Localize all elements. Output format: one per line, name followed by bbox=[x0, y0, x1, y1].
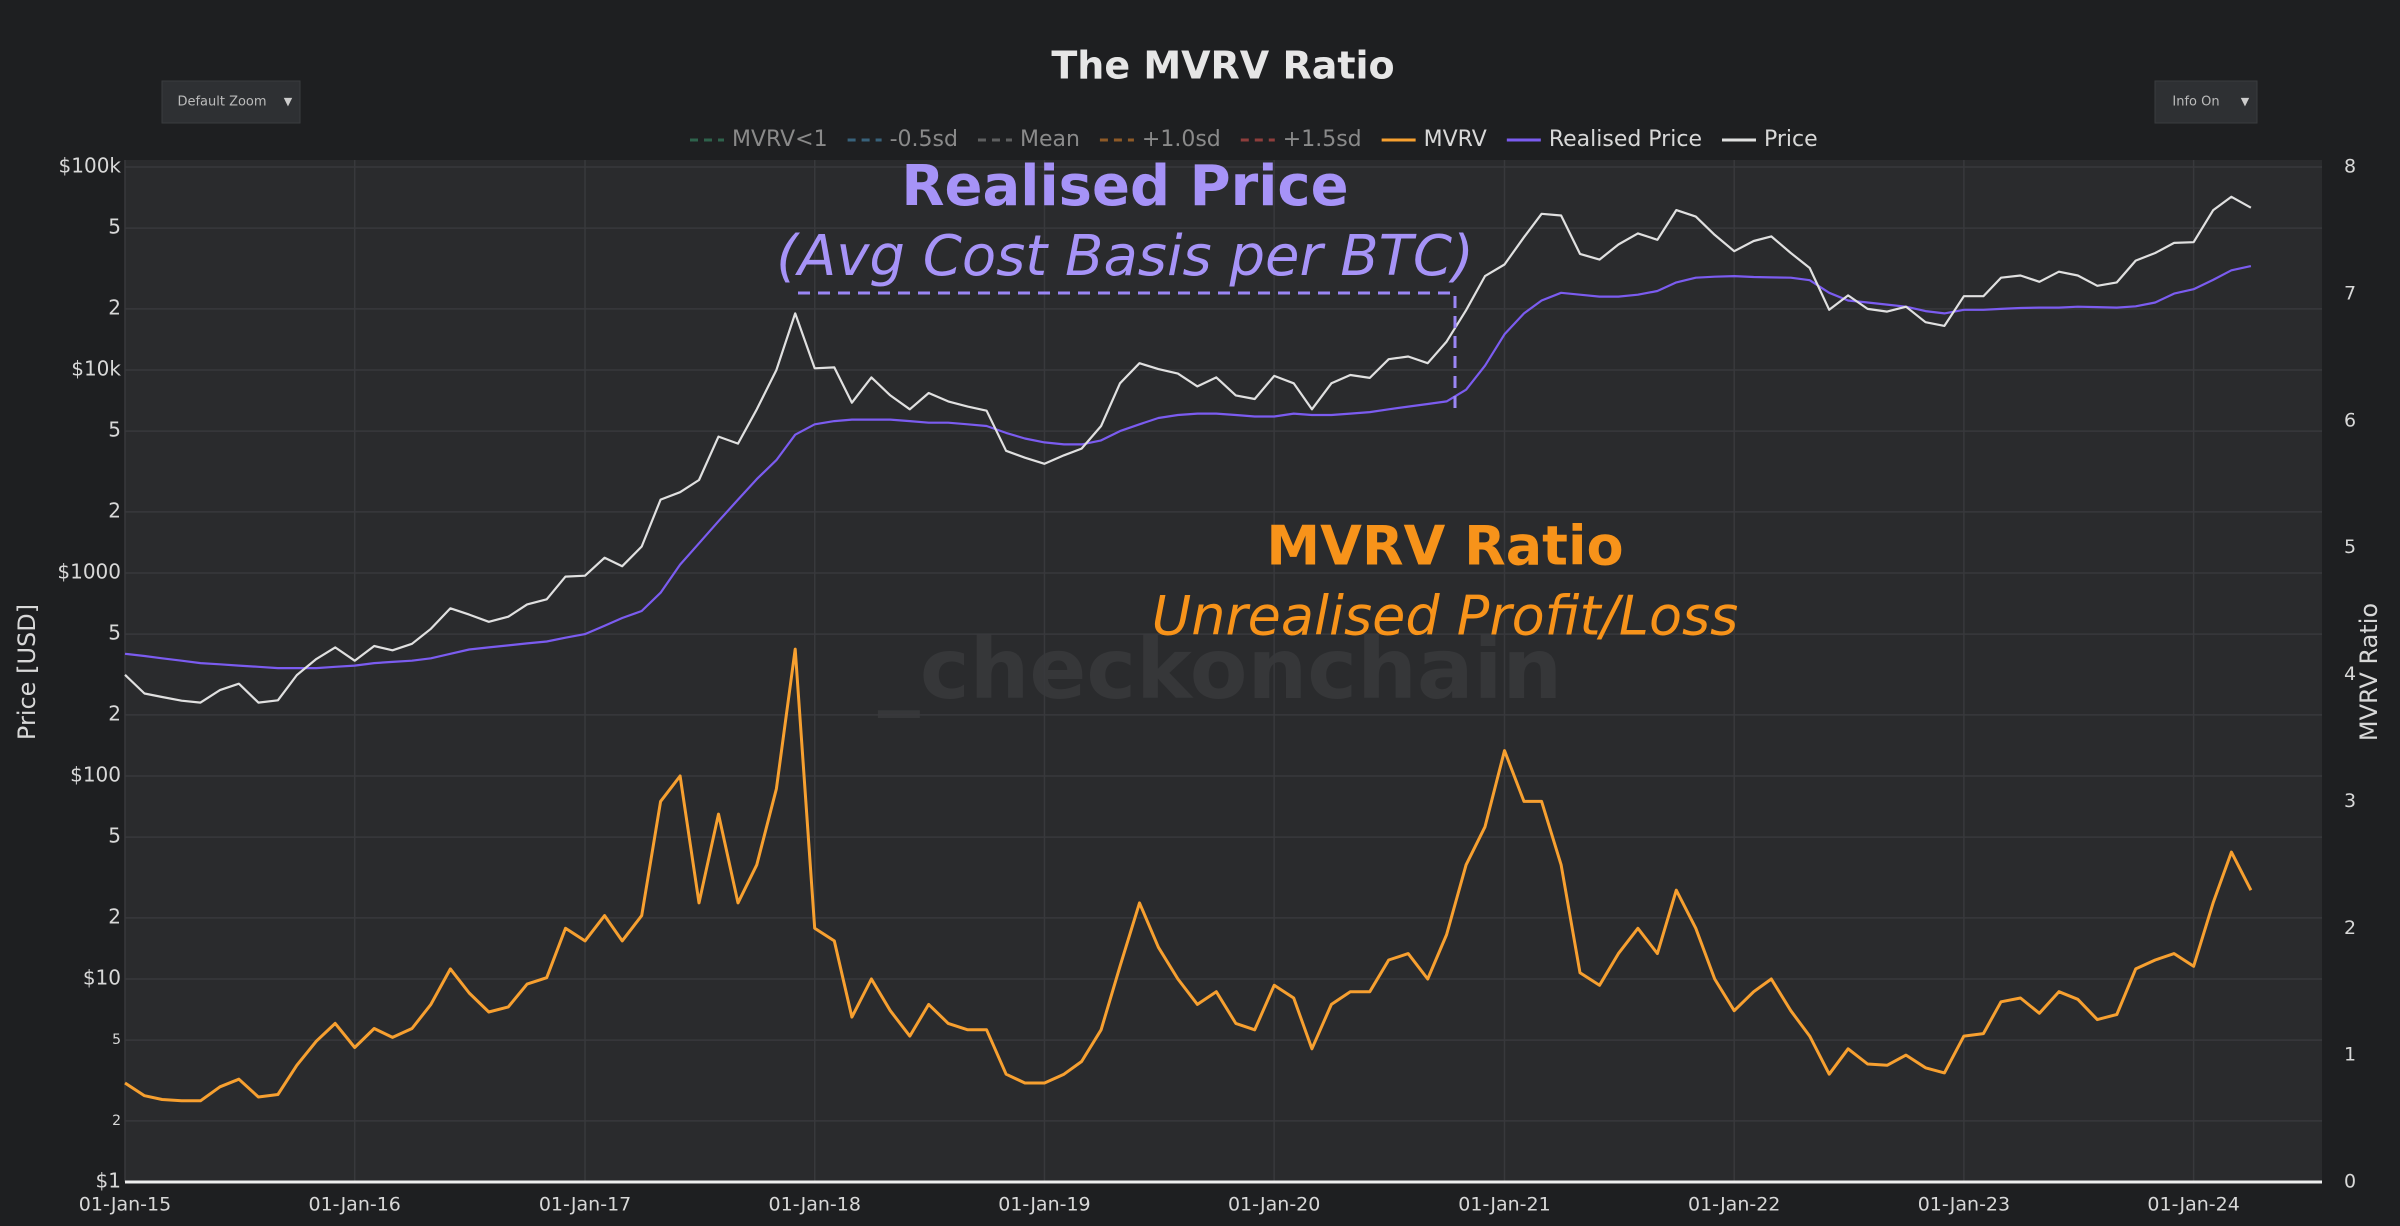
y2-tick-label: 6 bbox=[2344, 409, 2356, 431]
y-tick-label: $1000 bbox=[57, 560, 121, 584]
x-tick-label: 01-Jan-18 bbox=[769, 1194, 861, 1216]
legend-item[interactable]: +1.0sd bbox=[1099, 127, 1221, 152]
y2-axis-title: MVRV Ratio bbox=[2355, 603, 2383, 741]
zoom-button-box[interactable] bbox=[161, 80, 301, 124]
y2-tick-label: 1 bbox=[2344, 1044, 2356, 1066]
watermark: _checkonchain bbox=[878, 620, 1562, 718]
legend-item[interactable]: MVRV<1 bbox=[690, 127, 828, 152]
annotation: Unrealised Profit/Loss bbox=[1152, 585, 1739, 648]
x-tick-label: 01-Jan-20 bbox=[1228, 1194, 1320, 1216]
x-tick-label: 01-Jan-19 bbox=[998, 1194, 1090, 1216]
legend-label: -0.5sd bbox=[890, 127, 958, 152]
zoom-button[interactable]: Default Zoom ▼ bbox=[161, 80, 301, 124]
legend-item[interactable]: Mean bbox=[977, 127, 1080, 152]
legend-label: Price bbox=[1764, 127, 1818, 152]
legend-item[interactable]: MVRV bbox=[1381, 127, 1487, 152]
info-button-label[interactable]: Info On bbox=[2172, 95, 2219, 110]
legend: MVRV<1 -0.5sd Mean +1.0sd +1.5sd MVRV Realised… bbox=[690, 127, 1818, 152]
legend-label: MVRV<1 bbox=[732, 127, 828, 152]
x-tick-label: 01-Jan-22 bbox=[1688, 1194, 1780, 1216]
y2-tick-label: 0 bbox=[2344, 1171, 2356, 1193]
y-tick-label: 5 bbox=[108, 621, 121, 645]
y2-tick-label: 5 bbox=[2344, 536, 2356, 558]
x-tick-label: 01-Jan-23 bbox=[1918, 1194, 2010, 1216]
y2-tick-label: 2 bbox=[2344, 917, 2356, 939]
y-axis-title: Price [USD] bbox=[13, 604, 41, 740]
info-button[interactable]: Info On ▼ bbox=[2154, 80, 2258, 124]
x-tick-label: 01-Jan-16 bbox=[308, 1194, 400, 1216]
series-layer bbox=[124, 195, 2253, 1103]
series-line bbox=[124, 265, 2252, 670]
y-tick-label: 2 bbox=[108, 498, 121, 522]
legend-item[interactable]: +1.5sd bbox=[1240, 127, 1362, 152]
dropdown-arrow[interactable]: ▼ bbox=[284, 95, 293, 108]
y-tick-label: 2 bbox=[108, 295, 121, 319]
legend-label: MVRV bbox=[1424, 127, 1487, 152]
y-tick-label: $1 bbox=[96, 1169, 121, 1193]
x-tick-label: 01-Jan-17 bbox=[539, 1194, 631, 1216]
y-tick-label: 2 bbox=[108, 904, 121, 928]
legend-item[interactable]: Price bbox=[1721, 127, 1818, 152]
x-tick-label: 01-Jan-21 bbox=[1458, 1194, 1550, 1216]
x-tick-label: 01-Jan-24 bbox=[2147, 1194, 2239, 1216]
chart-title: The MVRV Ratio bbox=[1051, 44, 1394, 88]
y-tick-label: $10k bbox=[71, 357, 121, 381]
legend-label: +1.0sd bbox=[1142, 127, 1221, 152]
annotation: Realised Price bbox=[901, 154, 1348, 219]
x-tick-label: 01-Jan-15 bbox=[79, 1194, 171, 1216]
y-tick-label: 5 bbox=[108, 215, 121, 239]
y-tick-label: $10 bbox=[83, 966, 121, 990]
grid bbox=[124, 160, 2322, 1183]
y2-tick-label: 7 bbox=[2344, 282, 2356, 304]
y-tick-label: 5 bbox=[112, 1032, 121, 1048]
series-line bbox=[124, 647, 2253, 1103]
series-line bbox=[124, 195, 2252, 704]
legend-item[interactable]: -0.5sd bbox=[847, 127, 958, 152]
y-tick-label: $100 bbox=[70, 763, 121, 787]
y2-tick-label: 4 bbox=[2344, 663, 2356, 685]
legend-label: Mean bbox=[1020, 127, 1080, 152]
y2-tick-label: 8 bbox=[2344, 156, 2356, 178]
y-tick-label: $100k bbox=[59, 154, 122, 178]
info-button-box[interactable] bbox=[2154, 80, 2258, 124]
y-tick-label: 2 bbox=[108, 701, 121, 725]
legend-item[interactable]: Realised Price bbox=[1506, 127, 1702, 152]
y-tick-label: 5 bbox=[108, 824, 121, 848]
y-tick-label: 5 bbox=[108, 418, 121, 442]
legend-label: Realised Price bbox=[1549, 127, 1702, 152]
zoom-button-label[interactable]: Default Zoom bbox=[177, 95, 266, 110]
y2-tick-label: 3 bbox=[2344, 790, 2356, 812]
annotation: MVRV Ratio bbox=[1266, 515, 1623, 578]
dropdown-arrow[interactable]: ▼ bbox=[2241, 95, 2250, 108]
legend-label: +1.5sd bbox=[1283, 127, 1362, 152]
y-tick-label: 2 bbox=[112, 1113, 121, 1129]
annotation: (Avg Cost Basis per BTC) bbox=[776, 224, 1474, 289]
